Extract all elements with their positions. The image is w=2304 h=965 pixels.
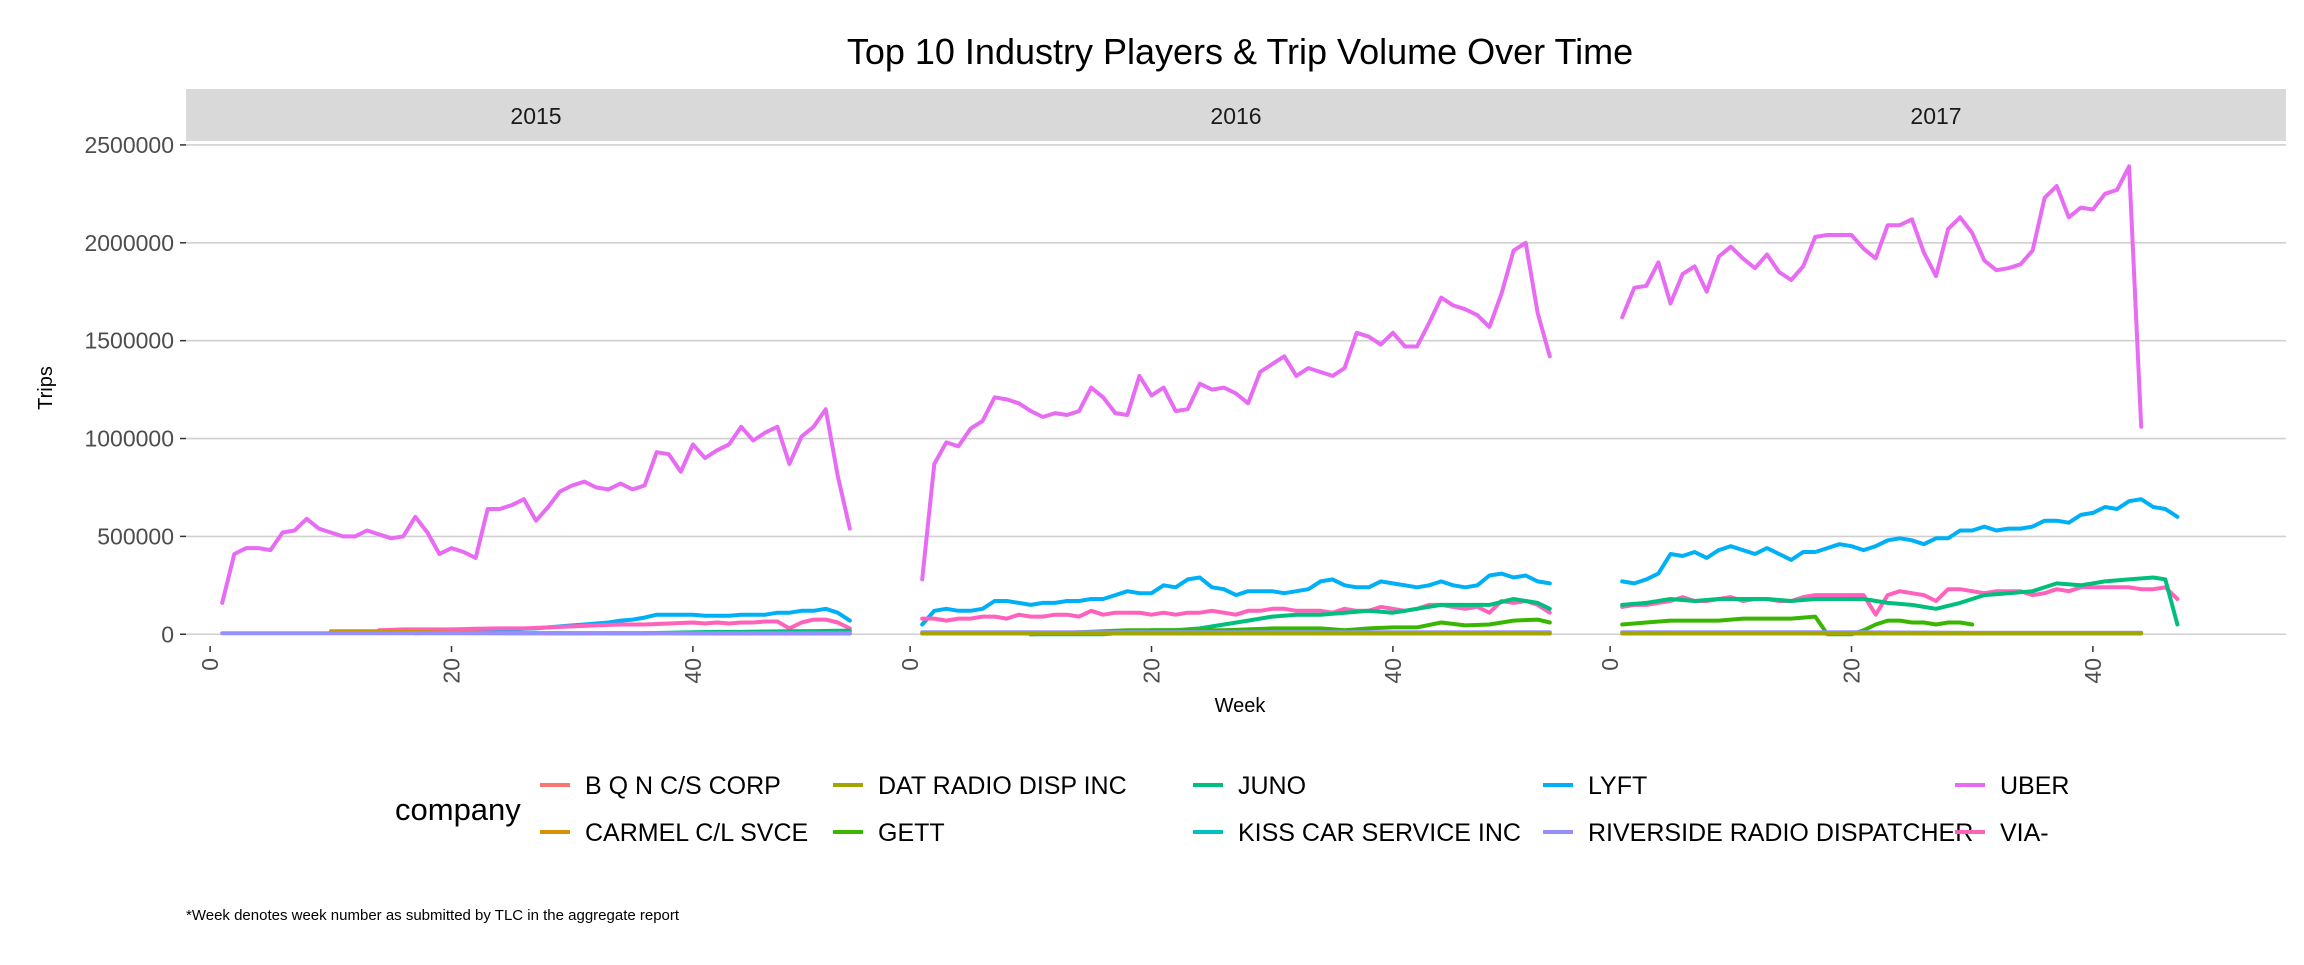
x-axis-label: Week: [1215, 695, 1267, 717]
legend-label: RIVERSIDE RADIO DISPATCHER: [1588, 819, 1973, 847]
legend-item-dat-radio-disp-inc: DAT RADIO DISP INC: [833, 772, 1127, 800]
legend-label: GETT: [878, 819, 945, 847]
facet-strip-label: 2016: [1210, 103, 1261, 129]
legend-label: KISS CAR SERVICE INC: [1238, 819, 1521, 847]
x-tick-label: 0: [897, 658, 923, 671]
x-tick-label: 0: [1597, 658, 1623, 671]
facet-strip-label: 2017: [1910, 103, 1961, 129]
chart-caption: *Week denotes week number as submitted b…: [186, 907, 680, 924]
y-tick-label: 2500000: [84, 132, 174, 158]
x-tick-label: 40: [680, 658, 706, 684]
x-tick-label: 20: [1839, 658, 1865, 684]
legend-label: B Q N C/S CORP: [585, 772, 781, 800]
y-tick-label: 2000000: [84, 230, 174, 256]
y-tick-label: 500000: [97, 523, 174, 549]
legend-label: LYFT: [1588, 772, 1647, 800]
chart-title: Top 10 Industry Players & Trip Volume Ov…: [847, 31, 1633, 72]
legend-title: company: [395, 792, 521, 827]
legend-label: JUNO: [1238, 772, 1306, 800]
x-tick-label: 20: [439, 658, 465, 684]
facet-strip-label: 2015: [510, 103, 561, 129]
x-tick-label: 20: [1139, 658, 1165, 684]
legend-label: DAT RADIO DISP INC: [878, 772, 1127, 800]
x-tick-label: 0: [197, 658, 223, 671]
legend-item-riverside-radio-dispatcher: RIVERSIDE RADIO DISPATCHER: [1543, 819, 1973, 847]
legend-label: UBER: [2000, 772, 2069, 800]
x-tick-label: 40: [2080, 658, 2106, 684]
x-tick-label: 40: [1380, 658, 1406, 684]
legend-label: CARMEL C/L SVCE: [585, 819, 808, 847]
y-tick-label: 1000000: [84, 426, 174, 452]
legend-label: VIA-: [2000, 819, 2049, 847]
y-axis-label: Trips: [35, 366, 57, 410]
y-tick-label: 1500000: [84, 328, 174, 354]
y-tick-label: 0: [161, 621, 174, 647]
legend-item-kiss-car-service-inc: KISS CAR SERVICE INC: [1193, 819, 1521, 847]
